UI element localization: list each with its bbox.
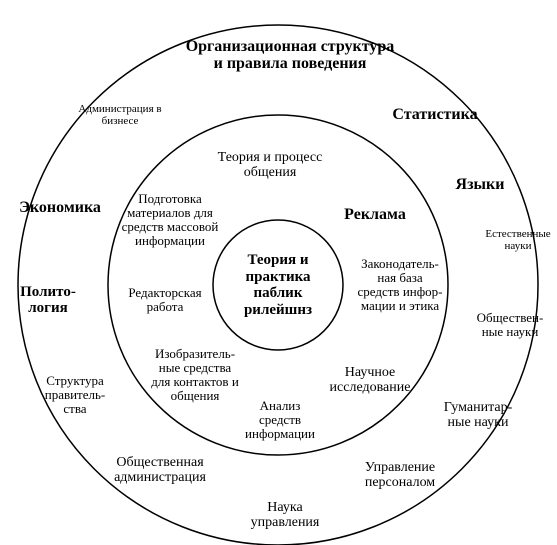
label-economics: Экономика: [5, 199, 115, 217]
label-polit: Полито- логия: [3, 284, 93, 317]
label-soc-sci: Обществен- ные науки: [455, 311, 557, 340]
label-advertising: Реклама: [315, 206, 435, 224]
label-mgmt-sci: Наука управления: [215, 500, 355, 531]
label-pub-admin: Общественная администрация: [85, 455, 235, 486]
label-hr-mgmt: Управление персоналом: [330, 460, 470, 491]
label-org-struct: Организационная структура и правила пове…: [160, 38, 420, 73]
label-media-analys: Анализ средств информации: [220, 399, 340, 442]
label-nat-sci: Естественные науки: [468, 228, 557, 252]
label-languages: Языки: [430, 176, 530, 194]
diagram-stage: Теория и практика паблик рилейшнз Организ…: [0, 0, 557, 545]
label-govt-struct: Структура правитель- ства: [25, 374, 125, 417]
label-comm-theory: Теория и процесс общения: [180, 150, 360, 181]
label-statistics: Статистика: [375, 106, 495, 124]
label-research: Научное исследование: [300, 365, 440, 396]
label-editorial: Редакторская работа: [100, 286, 230, 315]
label-law-ethics: Законодатель- ная база средств инфор- ма…: [335, 257, 465, 314]
label-core: Теория и практика паблик рилейшнз: [218, 252, 338, 318]
label-visual-means: Изобразитель- ные средства для контактов…: [125, 347, 265, 404]
label-humanities: Гуманитар- ные науки: [418, 400, 538, 431]
label-media-prep: Подготовка материалов для средств массов…: [100, 192, 240, 249]
label-admin-biz: Администрация в бизнесе: [55, 103, 185, 127]
